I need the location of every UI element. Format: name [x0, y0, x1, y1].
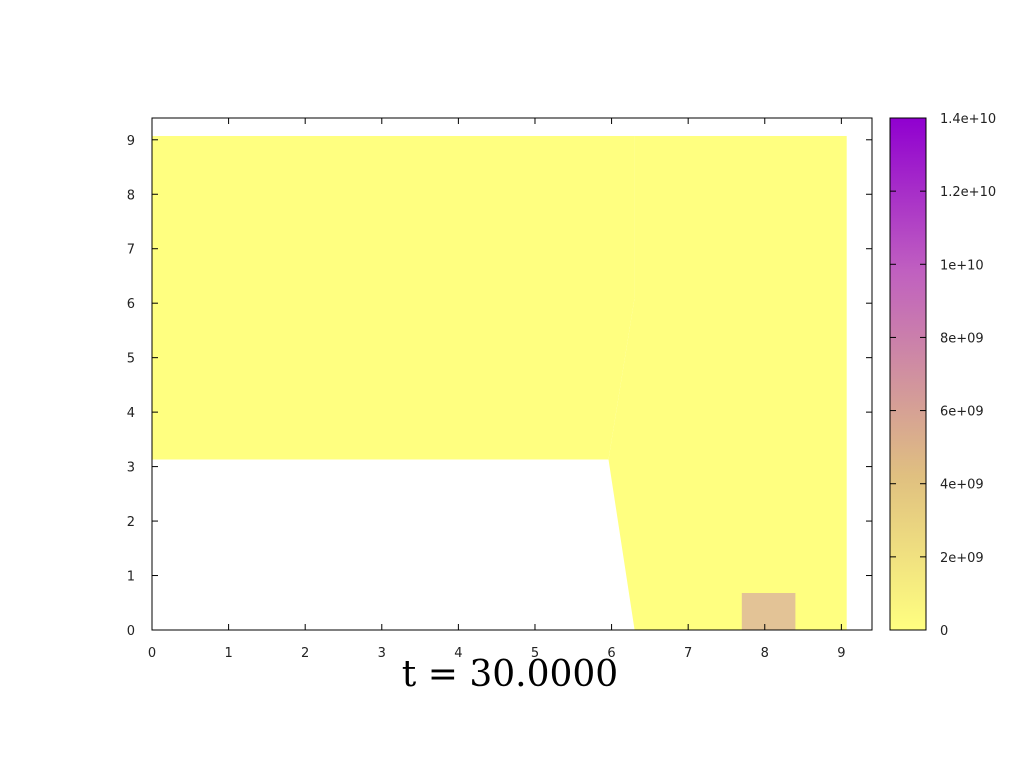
x-tick-label: 6: [607, 646, 615, 661]
y-tick-label: 5: [127, 352, 135, 367]
x-tick-label: 2: [301, 646, 309, 661]
x-tick-label: 5: [531, 646, 539, 661]
hot-cell: [741, 593, 796, 630]
x-tick-label: 7: [684, 646, 692, 661]
colorbar-tick-label: 1.4e+10: [940, 112, 996, 127]
colorbar-ticks: 0 2e+09 4e+09 6e+09 8e+09 1e+10 1.2e+10 1.4e+10: [890, 112, 996, 639]
colorbar-tick-label: 6e+09: [940, 405, 984, 420]
y-tick-label: 8: [127, 188, 135, 203]
y-tick-label: 1: [127, 570, 135, 585]
x-tick-label: 0: [148, 646, 156, 661]
y-tick-label: 3: [127, 461, 135, 476]
upper-left-region: [152, 136, 635, 460]
y-tick-label: 0: [127, 624, 135, 639]
axes: 0 1 2 3 4 5 6 7 8 9 0 1 2 3 4 5 6 7 8 9: [127, 118, 872, 661]
plot-frame: [151, 117, 873, 631]
y-tick-label: 6: [127, 297, 135, 312]
y-tick-label: 2: [127, 515, 135, 530]
plot-title: t = 30.0000: [402, 654, 618, 695]
x-tick-label: 4: [454, 646, 462, 661]
colorbar-tick-label: 4e+09: [940, 478, 984, 493]
x-tick-label: 9: [837, 646, 845, 661]
colorbar-tick-label: 1e+10: [940, 258, 984, 273]
right-region: [608, 136, 847, 630]
y-tick-label: 9: [127, 134, 135, 149]
colorbar-tick-label: 8e+09: [940, 331, 984, 346]
colorbar-tick-label: 0: [940, 624, 948, 639]
colorbar-tick-label: 2e+09: [940, 551, 984, 566]
y-tick-label: 4: [127, 406, 135, 421]
colorbar-tick-label: 1.2e+10: [940, 185, 996, 200]
x-tick-label: 3: [378, 646, 386, 661]
x-tick-label: 1: [224, 646, 232, 661]
y-tick-label: 7: [127, 243, 135, 258]
x-tick-label: 8: [761, 646, 769, 661]
colorbar: [889, 117, 927, 631]
heatmap-regions: [152, 136, 847, 630]
